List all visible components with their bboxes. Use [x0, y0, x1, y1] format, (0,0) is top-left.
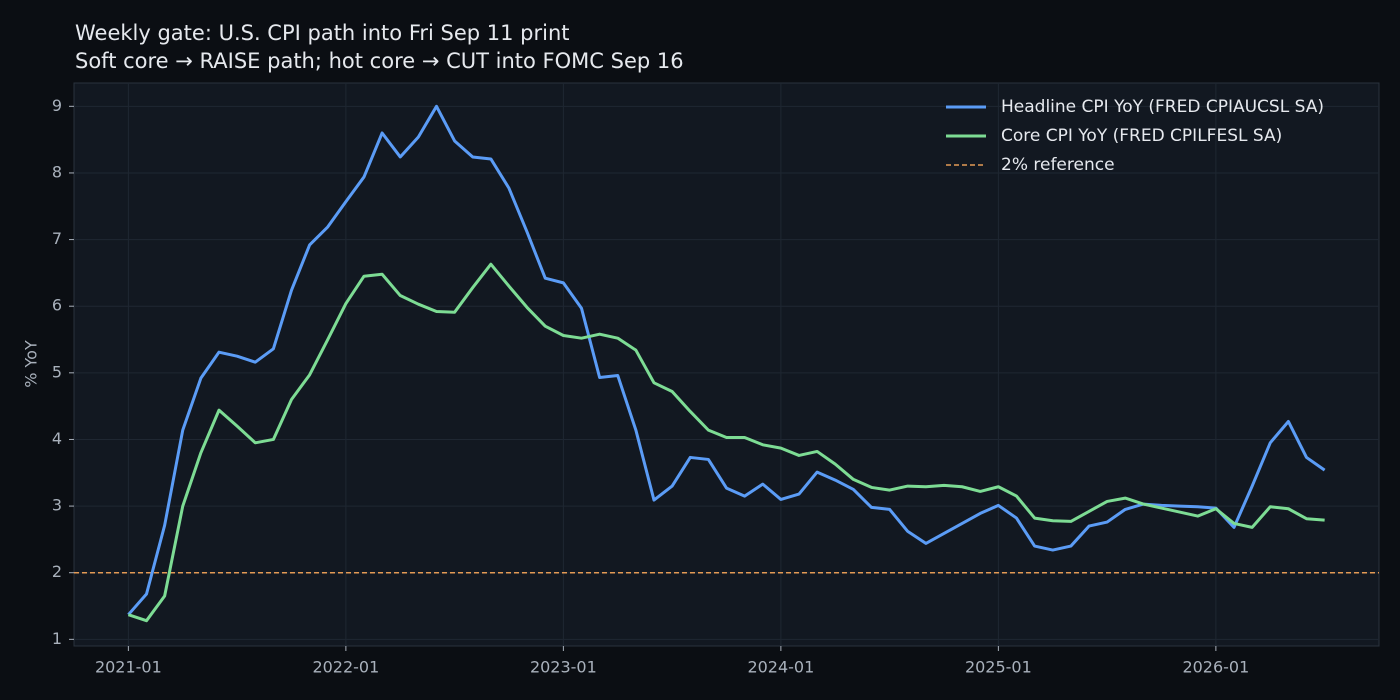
x-tick-label: 2024-01 — [747, 658, 814, 677]
y-tick-label: 4 — [52, 429, 62, 448]
line-series — [127, 262, 1325, 623]
y-tick-label: 2 — [52, 562, 62, 581]
y-tick-label: 8 — [52, 162, 62, 181]
y-tick-label: 6 — [52, 296, 62, 315]
y-tick-label: 1 — [52, 629, 62, 648]
plot-area — [73, 82, 1380, 647]
legend-label: Core CPI YoY (FRED CPILFESL SA) — [1001, 126, 1282, 146]
x-tick-label: 2022-01 — [312, 658, 379, 677]
y-tick-label: 9 — [52, 96, 62, 115]
legend-label: 2% reference — [1001, 155, 1115, 175]
x-tick-label: 2021-01 — [95, 658, 162, 677]
x-tick-label: 2023-01 — [530, 658, 597, 677]
x-tick-label: 2026-01 — [1182, 658, 1249, 677]
y-axis-label: % YoY — [22, 340, 41, 388]
y-tick-label: 3 — [52, 496, 62, 515]
chart-title: Weekly gate: U.S. CPI path into Fri Sep … — [75, 21, 570, 45]
y-tick-label: 7 — [52, 229, 62, 248]
x-tick-label: 2025-01 — [965, 658, 1032, 677]
legend-label: Headline CPI YoY (FRED CPIAUCSL SA) — [1001, 97, 1324, 117]
chart-subtitle: Soft core → RAISE path; hot core → CUT i… — [75, 49, 684, 73]
line-series — [127, 104, 1326, 616]
y-tick-label: 5 — [52, 362, 62, 381]
